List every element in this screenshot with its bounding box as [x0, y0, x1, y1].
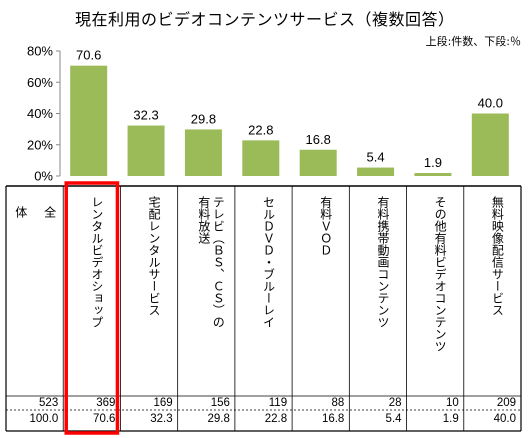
table-category-label: 有料携帯動画コンテンツ	[375, 196, 390, 328]
table-total-percent: 100.0	[29, 413, 59, 425]
table-category-label: レンタルビデオショップ	[89, 196, 104, 328]
bar	[242, 140, 280, 176]
data-labels: 70.6 32.3 29.8 22.8 16.8 5.4 1.9 40.0	[76, 48, 503, 170]
table-percent: 5.4	[385, 413, 402, 425]
table-count: 209	[496, 397, 516, 409]
table-lines	[5, 181, 522, 435]
bar-value-label: 70.6	[76, 48, 101, 63]
table-percent: 16.8	[321, 413, 345, 425]
bar-value-label: 22.8	[248, 122, 273, 137]
y-tick-label: 0%	[34, 169, 53, 184]
bar	[414, 173, 452, 176]
table-category-label: テレビ（ＢＳ、ＣＳ）の 有料放送	[196, 196, 226, 328]
table-percent: 1.9	[442, 413, 459, 425]
bar	[184, 129, 222, 176]
chart-subtitle: 上段:件数、下段:％	[425, 35, 521, 48]
bar	[471, 113, 509, 176]
highlight-box	[64, 181, 120, 435]
bar-value-label: 32.3	[133, 108, 158, 123]
y-tick-label: 80%	[27, 44, 53, 59]
bar	[70, 65, 108, 176]
table-count: 119	[268, 397, 288, 409]
table-count: 10	[445, 397, 459, 409]
table-category-label: その他有料ビデオコンテンツ	[433, 196, 448, 352]
table-category-label: セルＤＶＤ・ブルーレイ	[261, 196, 276, 328]
y-tick-label: 60%	[27, 75, 53, 90]
table-count: 369	[96, 397, 116, 409]
y-axis: 0% 20% 40% 60% 80%	[27, 44, 61, 184]
bar-value-label: 5.4	[367, 150, 385, 165]
table-count: 28	[388, 397, 402, 409]
bar-value-label: 1.9	[424, 155, 442, 170]
table-percent: 32.3	[150, 413, 173, 425]
bar-value-label: 16.8	[306, 132, 331, 147]
chart-title: 現在利用のビデオコンテンツサービス（複数回答）	[75, 10, 455, 29]
table-category-label: 無料映像配信サービス	[490, 196, 505, 316]
bar	[127, 125, 165, 176]
bar-value-label: 29.8	[191, 111, 216, 126]
bars	[70, 65, 509, 176]
table-count: 88	[331, 397, 345, 409]
bar	[299, 149, 337, 176]
table-count: 156	[210, 397, 230, 409]
table-category-label: 宅配レンタルサービス	[147, 196, 162, 316]
table-percent: 40.0	[493, 413, 516, 425]
y-tick-label: 20%	[27, 137, 53, 152]
table-total-count: 523	[39, 397, 59, 409]
bar	[357, 167, 395, 176]
table-category-label: 有料ＶＯＤ	[318, 196, 333, 256]
table-percent: 22.8	[264, 413, 288, 425]
table-percent: 70.6	[93, 413, 116, 425]
table-percent: 29.8	[207, 413, 230, 425]
bar-value-label: 40.0	[478, 96, 503, 111]
y-tick-label: 40%	[27, 106, 53, 121]
table-total-label: 全 体	[13, 206, 57, 218]
table-count: 169	[153, 397, 173, 409]
